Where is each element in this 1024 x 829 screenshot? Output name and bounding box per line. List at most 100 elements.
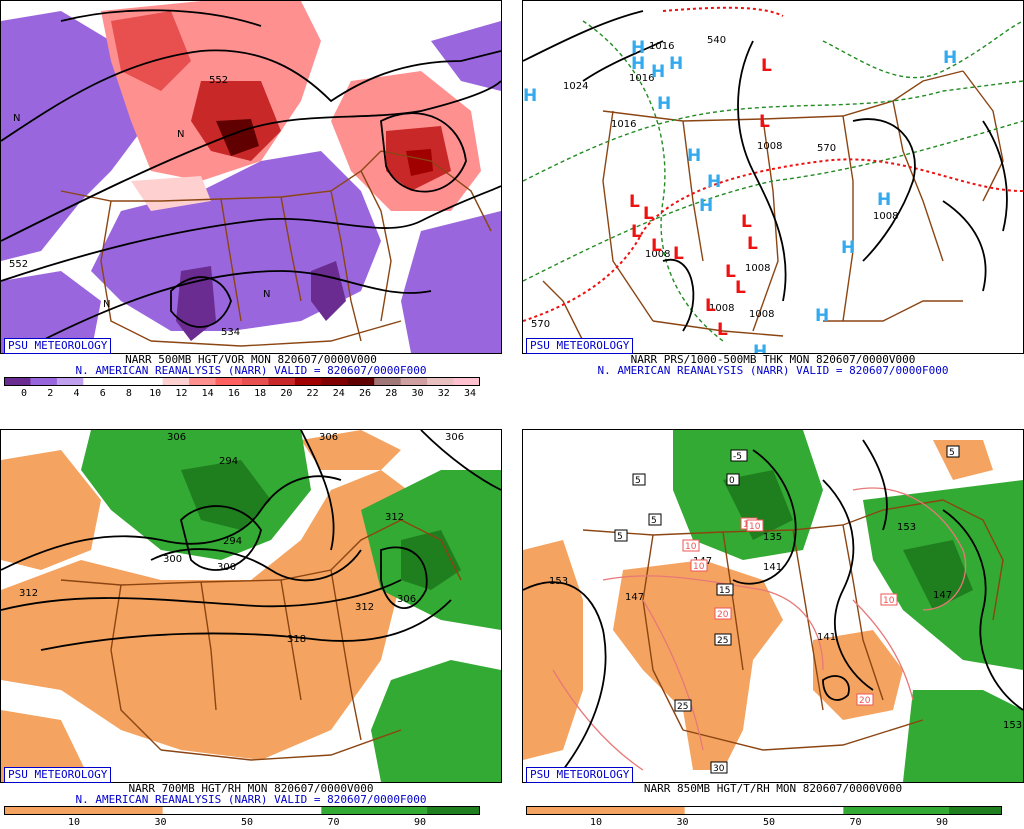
isobars <box>523 10 1008 332</box>
colorbar-tick-label: 14 <box>201 388 214 399</box>
rh-dry-area <box>813 630 903 720</box>
low-center: L <box>651 236 662 256</box>
temp-label: 15 <box>719 586 730 596</box>
vorticity-negative-area <box>1 271 101 353</box>
contour-label: 312 <box>355 602 374 613</box>
map-graphic: 153 147 147 141 135 153 147 153 141 -5 5… <box>523 430 1023 782</box>
colorbar-tick-label: 34 <box>463 388 477 399</box>
high-center: H <box>669 54 683 74</box>
contour-label: N <box>13 113 20 124</box>
rh-moist-core <box>401 530 461 590</box>
colorbar-swatch <box>374 806 428 815</box>
pressure-label: 570 <box>817 143 836 154</box>
contour-label: 306 <box>445 432 464 443</box>
contour-label: 306 <box>319 432 338 443</box>
colorbar-swatch <box>294 377 322 386</box>
colorbar-tick-label: 26 <box>359 388 372 399</box>
temp-label: 5 <box>635 476 641 486</box>
product-title: NARR PRS/1000-500MB THK MON 820607/0000V… <box>630 353 916 366</box>
contour-label: 147 <box>625 592 644 603</box>
temp-label: 30 <box>713 764 725 774</box>
colorbar-swatch <box>790 806 844 815</box>
colorbar-tick-label: 20 <box>280 388 293 399</box>
political-borders <box>542 70 1004 342</box>
temperature-labels: -5 5 5 5 0 10 10 10 15 20 25 25 30 20 10… <box>614 445 960 774</box>
colorbar-border <box>526 806 1002 815</box>
low-center: L <box>629 192 640 212</box>
low-center: L <box>735 278 746 298</box>
contour-label: 552 <box>209 75 228 86</box>
colorbar-swatch <box>83 377 111 386</box>
temp-label-box: 10 <box>690 559 708 572</box>
pressure-label: 570 <box>531 319 550 330</box>
contour-label: 141 <box>763 562 782 573</box>
colorbar-swatch <box>949 806 1002 815</box>
high-center: H <box>631 38 645 58</box>
contour-labels: 552 552 534 N N N N <box>9 75 270 338</box>
colorbar-border <box>4 377 480 386</box>
high-center: H <box>699 196 713 216</box>
temp-label: 10 <box>883 596 895 606</box>
vorticity-positive-area <box>406 149 433 176</box>
colorbar <box>526 806 1002 815</box>
colorbar <box>4 377 480 386</box>
colorbar-swatch <box>684 806 739 815</box>
low-center: L <box>741 212 752 232</box>
high-center: H <box>651 62 665 82</box>
contour-label: 552 <box>9 259 28 270</box>
temp-label: 25 <box>717 636 728 646</box>
low-center: L <box>761 56 772 76</box>
colorbar-swatch <box>374 377 402 386</box>
contour-label: 306 <box>397 594 416 605</box>
map-500mb-hgt-vor: 552 552 534 N N N N <box>0 0 502 354</box>
thickness-dashed-contours <box>523 20 1023 342</box>
temp-label: 5 <box>651 516 657 526</box>
colorbar-tick-label: 16 <box>227 388 240 399</box>
product-title: NARR 700MB HGT/RH MON 820607/0000V000 <box>128 782 374 795</box>
contour-label: N <box>103 299 110 310</box>
colorbar-swatch <box>109 377 137 386</box>
low-center: L <box>725 262 736 282</box>
temperature-contours <box>552 487 967 771</box>
rh-dry-area <box>1 710 91 782</box>
colorbar-swatch <box>56 806 111 815</box>
colorbar-swatch <box>189 377 217 386</box>
product-subtitle: N. AMERICAN REANALYSIS (NARR) VALID = 82… <box>597 364 949 377</box>
panel-850mb-temp-rh: 153 147 147 141 135 153 147 153 141 -5 5… <box>522 429 1024 829</box>
contour-label: 306 <box>167 432 186 443</box>
temp-label: 5 <box>617 532 623 542</box>
colorbar-tick-label: 12 <box>175 388 188 399</box>
colorbar-tick-label: 28 <box>385 388 398 399</box>
credit-label: PSU METEOROLOGY <box>526 767 634 783</box>
contour-label: 300 <box>163 554 182 565</box>
temp-label-box: 25 <box>714 633 732 646</box>
contour-labels: 306 306 294 294 300 300 306 312 312 312 … <box>19 432 464 645</box>
panel-500mb-vorticity: 552 552 534 N N N N PSU METEOROLOGY NARR… <box>0 0 502 400</box>
colorbar-ticks: 0 2 4 6 8 10 12 14 16 18 20 22 24 26 28 30 32 34 <box>4 388 480 400</box>
high-center: H <box>877 190 891 210</box>
rh-moist-core <box>903 540 973 610</box>
colorbar-border <box>4 806 480 815</box>
temp-label-box: 15 <box>716 583 734 596</box>
contour-label: 318 <box>287 634 306 645</box>
colorbar-swatch <box>162 806 217 815</box>
colorbar-tick-label: 10 <box>149 388 162 399</box>
map-prs-thickness: 1024 1016 1016 1016 1008 1008 1008 1008 … <box>522 0 1024 354</box>
contour-label: 312 <box>19 588 38 599</box>
pressure-label: 1008 <box>749 309 774 320</box>
low-center: L <box>705 296 716 316</box>
panel-pressure-thickness: 1024 1016 1016 1016 1008 1008 1008 1008 … <box>522 0 1024 400</box>
product-subtitle: N. AMERICAN REANALYSIS (NARR) VALID = 82… <box>75 364 427 377</box>
rh-moist-area <box>903 690 1023 782</box>
temp-label-box: 20 <box>714 607 732 620</box>
pressure-label: 1008 <box>873 211 898 222</box>
temp-label-box: 20 <box>856 693 874 706</box>
pressure-label: 1016 <box>611 119 636 130</box>
colorbar-tick-label: 6 <box>99 388 106 399</box>
contour-label: 300 <box>217 562 236 573</box>
pressure-label: 1008 <box>645 249 670 260</box>
map-850mb-hgt-t-rh: 153 147 147 141 135 153 147 153 141 -5 5… <box>522 429 1024 783</box>
pressure-label: 1008 <box>757 141 782 152</box>
contour-label: 153 <box>1003 720 1022 731</box>
vorticity-negative-area <box>431 21 501 91</box>
